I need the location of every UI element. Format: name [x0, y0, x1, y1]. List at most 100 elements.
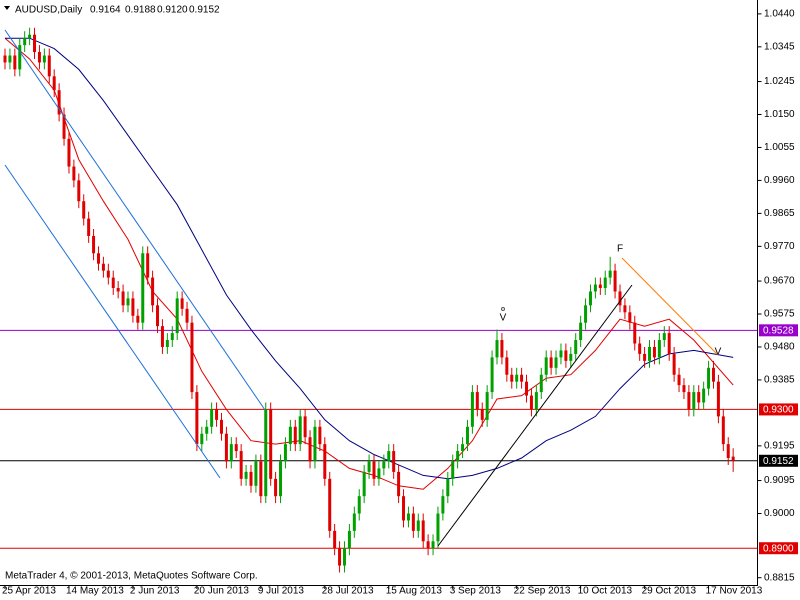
y-tick-label: 0.9670 [764, 276, 795, 287]
y-tick-label: 1.0345 [764, 41, 795, 52]
moving-average [5, 37, 734, 480]
y-tick-label: 0.9195 [764, 441, 795, 452]
candle-body [692, 392, 696, 410]
candle-body [101, 263, 105, 271]
candle-body [667, 333, 671, 354]
candle-body [475, 392, 479, 410]
price-label: 0.8900 [763, 543, 794, 554]
ohlc-open: 0.9164 [90, 5, 121, 16]
candle-body [239, 451, 243, 479]
annotation-dot [501, 307, 505, 311]
candle-body [352, 513, 356, 531]
candle-body [156, 305, 160, 327]
x-tick-label: 29 Oct 2013 [642, 586, 697, 597]
candle-body [520, 374, 524, 382]
candle-body [146, 253, 150, 278]
candle-body [426, 541, 430, 549]
candle-body [716, 381, 720, 417]
candle-body [446, 478, 450, 497]
candle-body [151, 277, 155, 306]
price-label: 0.9152 [763, 456, 794, 467]
candle-body [13, 55, 17, 70]
annotation: F [617, 244, 623, 255]
candle-body [259, 461, 263, 497]
y-tick-label: 1.0440 [764, 9, 795, 20]
candle-body [254, 461, 258, 486]
candle-body [411, 513, 415, 531]
candle-body [234, 444, 238, 452]
candle-body [224, 433, 228, 462]
candle-body [175, 298, 179, 334]
candle-body [141, 253, 145, 323]
symbol-title: AUDUSD,Daily [15, 5, 82, 16]
candle-body [87, 218, 91, 236]
candle-body [283, 444, 287, 462]
x-tick-label: 17 Nov 2013 [706, 586, 763, 597]
candle-body [495, 340, 499, 358]
y-tick-label: 0.9095 [764, 475, 795, 486]
candle-body [313, 426, 317, 462]
moving-average [4, 37, 734, 490]
x-tick-label: 10 Oct 2013 [578, 586, 633, 597]
candle-body [367, 461, 371, 472]
candle-body [116, 287, 120, 292]
candle-body [160, 326, 164, 347]
y-tick-label: 1.0150 [764, 109, 795, 120]
candle-body [126, 298, 130, 306]
candle-body [219, 419, 223, 434]
candle-body [200, 433, 204, 445]
candle-body [697, 392, 701, 403]
candle-body [67, 138, 71, 167]
candle-body [77, 180, 81, 202]
x-tick-label: 28 Jul 2013 [322, 586, 374, 597]
candle-body [643, 353, 647, 361]
candle-body [470, 392, 474, 427]
candle-body [244, 471, 248, 479]
candle-body [598, 284, 602, 288]
candle-body [451, 461, 455, 479]
candle-body [702, 388, 706, 403]
x-tick-label: 20 Jun 2013 [194, 586, 249, 597]
candle-body [465, 426, 469, 445]
candle-body [47, 55, 51, 77]
candle-body [623, 305, 627, 313]
candle-body [500, 340, 504, 358]
candle-body [8, 55, 12, 63]
candle-body [106, 270, 110, 278]
candle-body [574, 340, 578, 354]
candle-body [593, 284, 597, 292]
channel-line [4, 29, 266, 411]
candle-body [96, 253, 100, 264]
candle-body [657, 340, 661, 358]
x-tick-label: 2 Jun 2013 [130, 586, 180, 597]
candle-body [480, 409, 484, 420]
candle-body [608, 270, 612, 278]
candle-body [406, 513, 410, 521]
candle-body [672, 353, 676, 375]
candle-body [638, 343, 642, 354]
candle-body [131, 298, 135, 316]
candle-body [298, 416, 302, 445]
x-tick-label: 3 Sep 2013 [450, 586, 502, 597]
candle-body [515, 374, 519, 382]
candle-body [269, 409, 273, 479]
candle-body [362, 471, 366, 497]
candle-body [33, 34, 37, 53]
y-tick-label: 0.9960 [764, 175, 795, 186]
plot-area [0, 27, 758, 573]
candle-body [121, 291, 125, 306]
candle-body [377, 468, 381, 479]
candle-body [318, 426, 322, 445]
candle-body [338, 548, 342, 566]
candle-body [229, 444, 233, 462]
candle-body [648, 346, 652, 361]
candle-body [505, 357, 509, 375]
candle-body [456, 451, 460, 462]
price-label-box [759, 324, 798, 337]
candle-body [328, 478, 332, 531]
footer: MetaTrader 4, © 2001-2013, MetaQuotes So… [5, 571, 258, 582]
y-tick-label: 0.9385 [764, 375, 795, 386]
annotation: V [500, 313, 507, 324]
